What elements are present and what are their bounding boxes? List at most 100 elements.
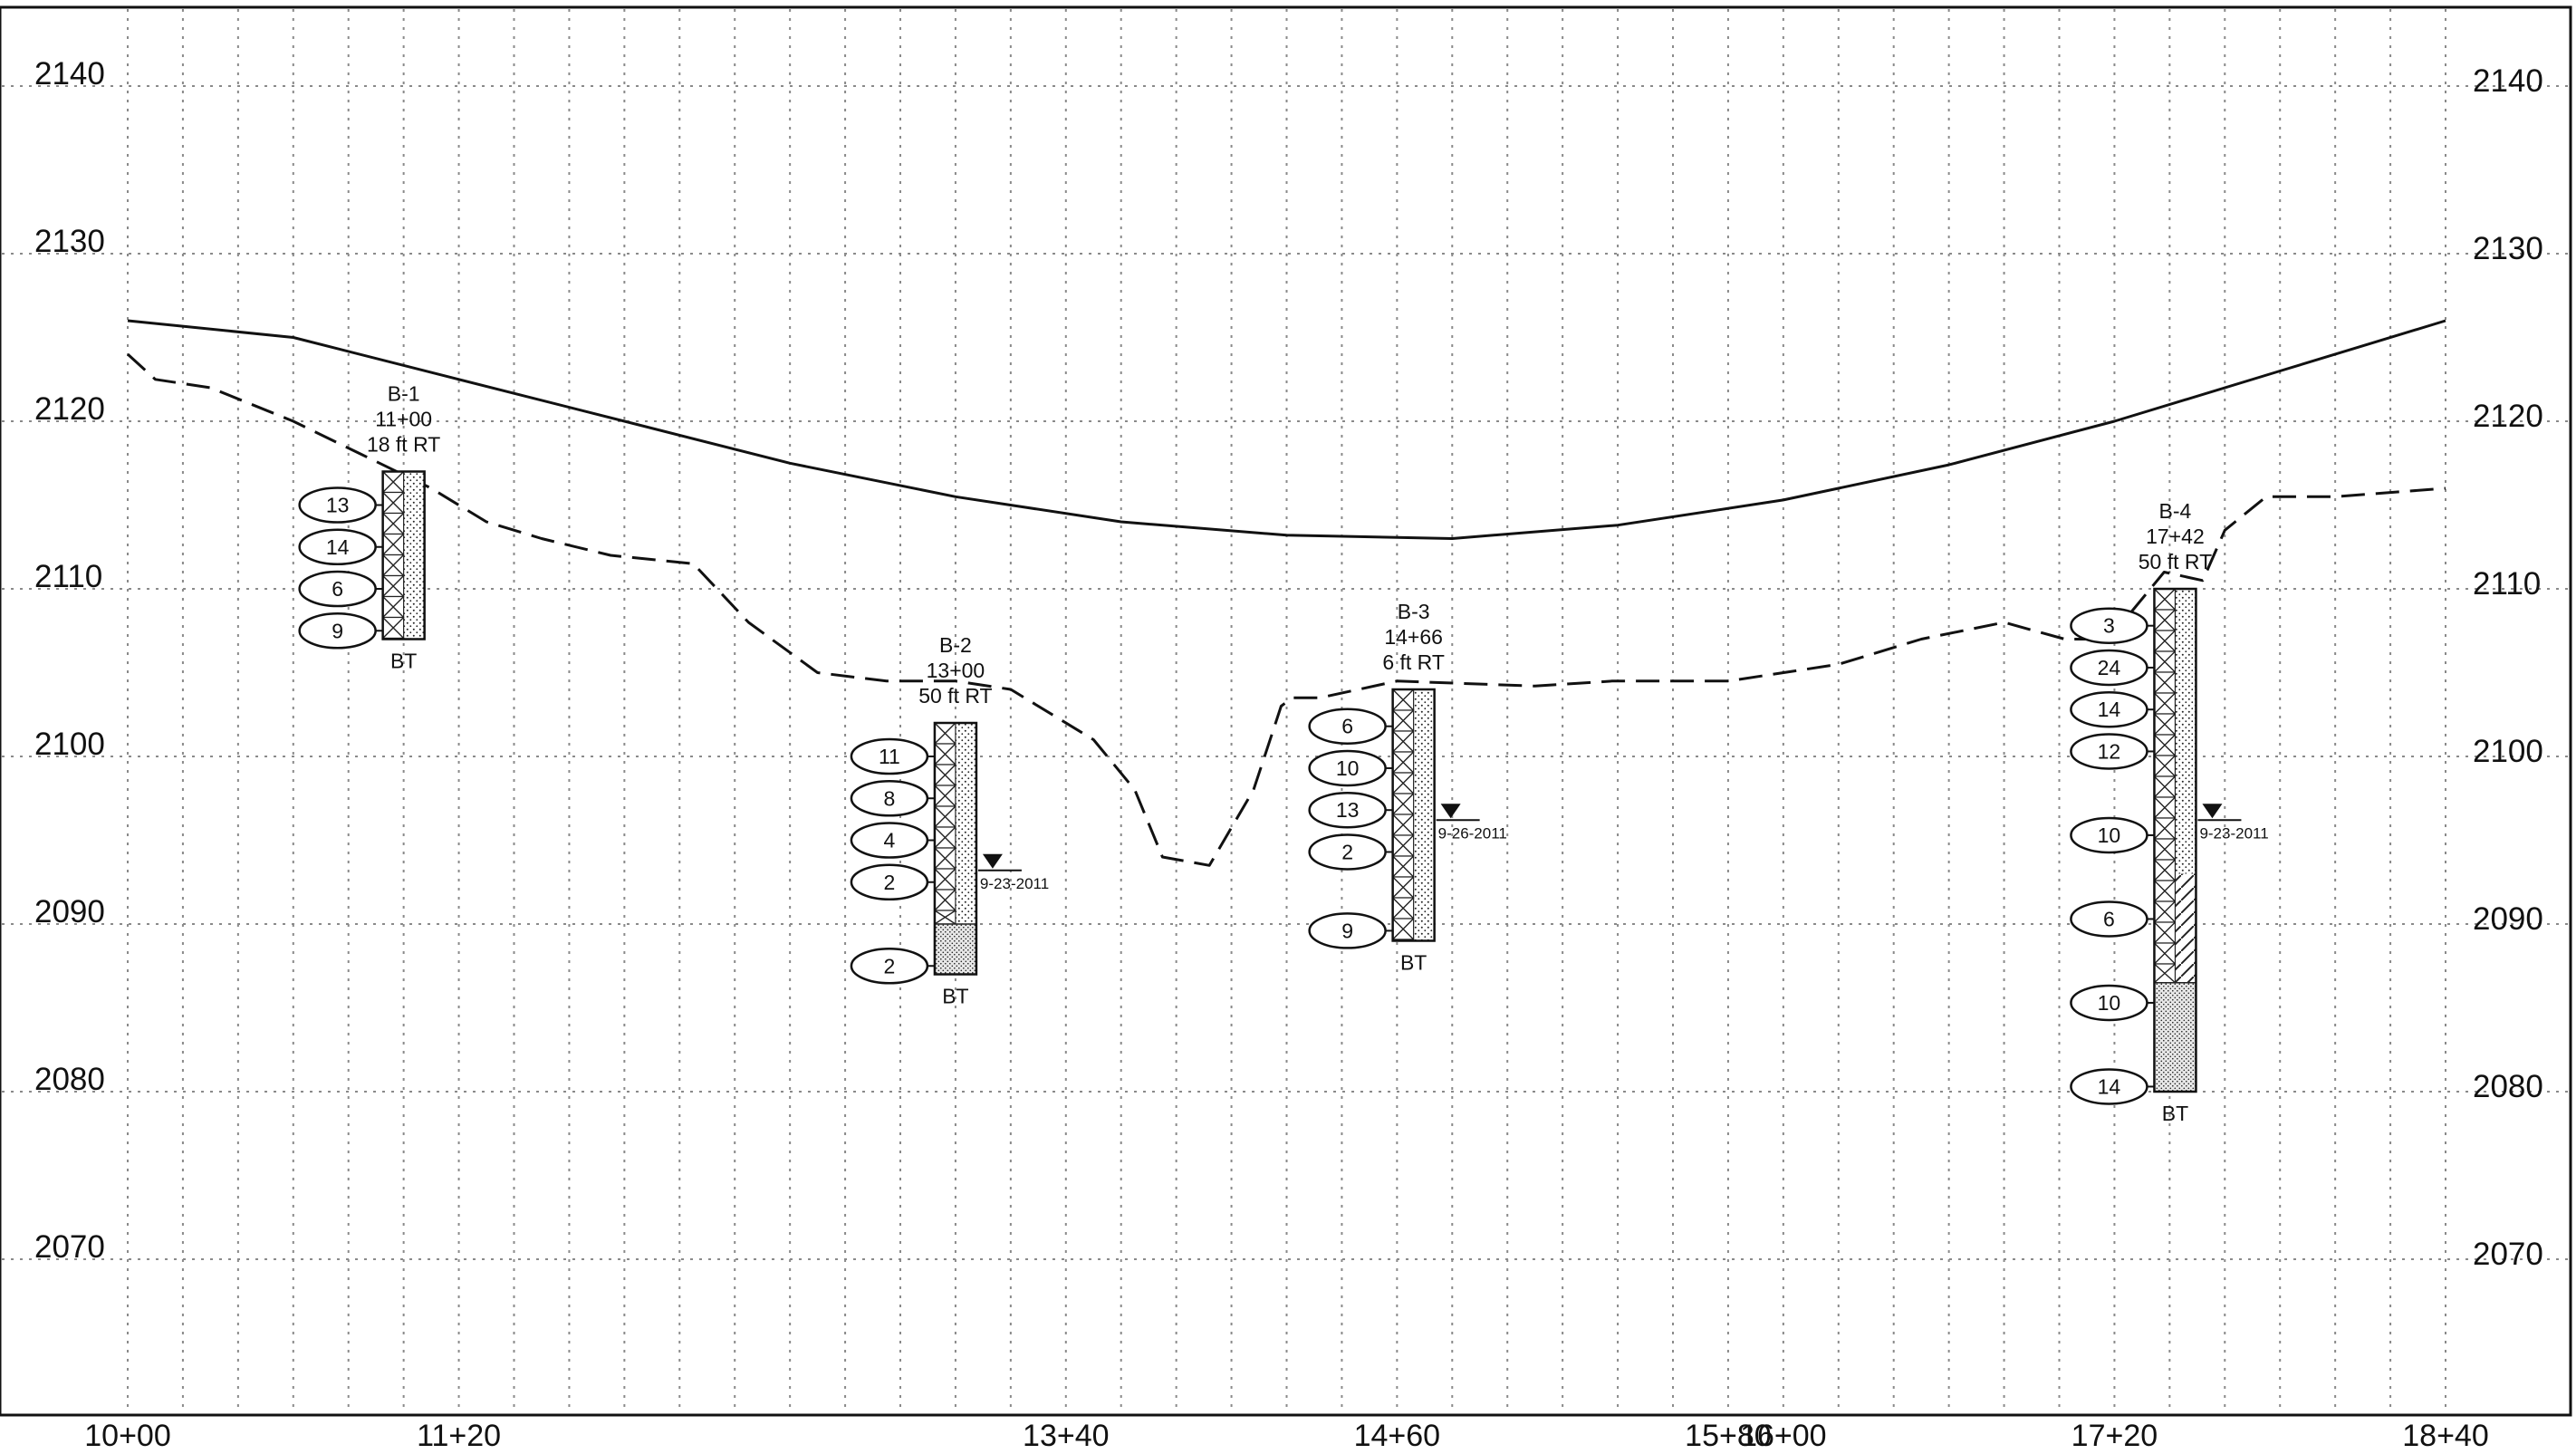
proposed-grade-line <box>127 319 2446 540</box>
soil-layer-clay-hatch <box>2153 796 2176 819</box>
boring-offset: 50 ft RT <box>2139 550 2212 573</box>
elevation-label-left: 2110 <box>34 559 102 594</box>
soil-layer-clay-hatch <box>2153 859 2176 881</box>
soil-layer-clay-hatch <box>2153 921 2176 944</box>
soil-layer-clay-hatch <box>382 513 405 534</box>
station-label: 15+80 <box>1685 1419 1772 1453</box>
station-label: 10+00 <box>84 1419 171 1453</box>
soil-layer-clay-hatch <box>2153 775 2176 798</box>
soil-layer-clay-hatch <box>2153 734 2176 756</box>
soil-layer-clay-hatch <box>2153 838 2176 861</box>
spt-oval <box>1308 708 1387 745</box>
spt-value: 8 <box>884 786 896 810</box>
elevation-label-right: 2110 <box>2473 566 2541 602</box>
soil-layer-clay-hatch <box>2153 713 2176 736</box>
spt-value: 2 <box>1341 840 1353 863</box>
elevation-label-left: 2130 <box>34 224 105 259</box>
boring-column <box>933 721 978 976</box>
spt-oval <box>298 612 377 650</box>
soil-layer-clay-hatch <box>1392 772 1415 794</box>
soil-layer-sand <box>403 471 425 640</box>
spt-oval <box>2070 1068 2148 1105</box>
soil-layer-silt <box>2175 873 2196 983</box>
spt-oval <box>298 528 377 565</box>
boring-column <box>2153 587 2197 1093</box>
soil-layer-clay-hatch <box>934 764 956 786</box>
elevation-label-left: 2140 <box>34 56 105 91</box>
soil-layer-clay-hatch <box>382 596 405 618</box>
soil-layer-clay-hatch <box>1392 876 1415 899</box>
soil-layer-clay-hatch <box>934 722 956 745</box>
soil-layer-clay-hatch <box>382 471 405 493</box>
soil-layer-clay-hatch <box>2153 817 2176 840</box>
elevation-label-left: 2120 <box>34 391 105 427</box>
spt-oval <box>2070 816 2148 854</box>
spt-oval <box>298 570 377 608</box>
soil-layer-clay-hatch <box>1392 688 1415 711</box>
boring-end-label: BT <box>942 985 968 1008</box>
spt-value: 10 <box>2098 823 2121 847</box>
spt-oval <box>2070 649 2148 687</box>
soil-layer-sand <box>955 723 976 924</box>
soil-layer-clay-hatch <box>934 826 956 849</box>
soil-layer-clay-hatch <box>934 868 956 891</box>
spt-value: 10 <box>2098 991 2121 1015</box>
soil-layer-clay-hatch <box>382 575 405 597</box>
elevation-label-left: 2080 <box>34 1062 105 1097</box>
soil-layer-clay-hatch <box>2153 588 2176 611</box>
soil-layer-clay-hatch <box>934 743 956 766</box>
soil-layer-clay-hatch <box>1392 855 1415 878</box>
soil-layer-clay-hatch <box>382 617 405 639</box>
spt-oval <box>298 486 377 524</box>
soil-layer-clay-hatch <box>2153 692 2176 715</box>
boring-offset: 50 ft RT <box>918 684 992 708</box>
spt-value: 14 <box>2098 698 2121 721</box>
spt-oval <box>2070 733 2148 770</box>
spt-value: 6 <box>1341 715 1353 738</box>
boring-name: B-4 <box>2159 499 2192 523</box>
elevation-label-left: 2070 <box>34 1229 105 1265</box>
boring-station: 14+66 <box>1384 625 1443 649</box>
spt-value: 13 <box>1336 798 1360 822</box>
water-level-date: 9-23-2011 <box>980 875 1049 892</box>
boring-name: B-1 <box>388 382 420 406</box>
soil-layer-clay-hatch <box>2153 650 2176 673</box>
soil-layer-clay-hatch <box>382 492 405 514</box>
station-label: 13+40 <box>1023 1419 1110 1453</box>
spt-value: 4 <box>884 829 896 852</box>
boring-end-label: BT <box>1400 951 1427 975</box>
spt-oval <box>2070 690 2148 728</box>
water-level-triangle <box>982 853 1003 869</box>
soil-layer-clay-hatch <box>382 554 405 576</box>
station-label: 17+20 <box>2071 1419 2158 1453</box>
soil-layer-sand <box>1413 689 1435 941</box>
spt-oval <box>850 863 929 900</box>
soil-layer-clay-hatch <box>2153 963 2176 984</box>
water-level-date: 9-23-2011 <box>2199 824 2268 842</box>
soil-layer-clay-hatch <box>934 910 956 925</box>
boring-station: 13+00 <box>927 659 985 682</box>
boring-column <box>381 470 426 640</box>
spt-value: 6 <box>2103 907 2115 930</box>
soil-layer-clay-hatch <box>1392 834 1415 857</box>
boring-name: B-3 <box>1398 600 1430 623</box>
spt-value: 13 <box>326 494 350 517</box>
soil-layer-gravel <box>2153 982 2197 1093</box>
soil-layer-clay-hatch <box>934 847 956 870</box>
spt-value: 14 <box>2098 1074 2121 1098</box>
spt-oval <box>1308 791 1387 829</box>
soil-layer-clay-hatch <box>934 805 956 828</box>
spt-value: 14 <box>326 535 350 559</box>
soil-layer-gravel <box>934 923 977 976</box>
spt-oval <box>1308 749 1387 787</box>
elevation-label-right: 2140 <box>2473 63 2543 99</box>
soil-layer-clay-hatch <box>382 534 405 555</box>
station-label: 18+40 <box>2402 1419 2489 1453</box>
spt-value: 6 <box>332 577 343 601</box>
spt-oval <box>2070 607 2148 644</box>
profile-lines <box>126 319 2446 867</box>
